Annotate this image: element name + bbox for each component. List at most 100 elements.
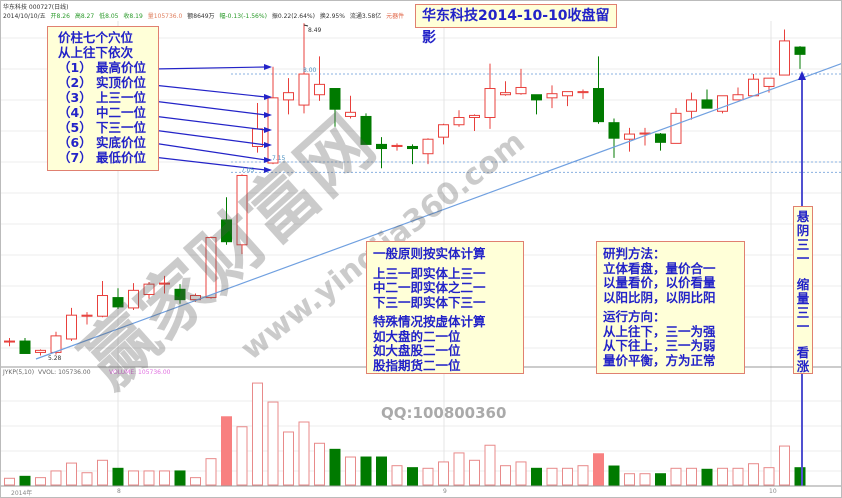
volume-bar <box>360 456 372 486</box>
candle-body <box>314 83 325 96</box>
arrow-line <box>152 66 267 70</box>
volume-bar <box>267 401 279 486</box>
vertical-char: 阴 <box>796 223 810 238</box>
vertical-char: 量 <box>796 291 810 306</box>
candle-body <box>546 93 558 99</box>
volume-bar <box>236 426 248 486</box>
candle-body <box>748 78 759 97</box>
arrow-head <box>264 64 272 70</box>
label-715: 7.15 <box>272 155 286 162</box>
quote-open: 开8.26 <box>50 13 70 20</box>
arrow-head <box>264 112 272 118</box>
volume-bar <box>531 467 542 486</box>
candle-body <box>453 116 465 126</box>
volume-bar <box>639 473 651 486</box>
volume-bar <box>283 431 294 486</box>
arrow-line <box>152 115 267 131</box>
volume-bar <box>345 456 356 486</box>
vertical-char: 一 <box>796 251 810 266</box>
quote-date: 2014/10/10/五 <box>3 13 46 20</box>
volume-bars <box>4 382 806 486</box>
volume-bar <box>112 467 124 486</box>
box-line: （6） 实底价位 <box>58 135 147 150</box>
candle-body <box>655 133 666 143</box>
box-line: 一般原则按实体计算 <box>373 246 486 261</box>
arrow-head <box>264 157 272 163</box>
candle-body <box>422 138 434 155</box>
volume-bar <box>562 467 573 486</box>
candle-body <box>143 283 155 295</box>
candles <box>4 23 806 356</box>
x-tick-9: 9 <box>443 488 447 495</box>
trendline <box>35 63 841 360</box>
box-line: 如大盘股二一位 <box>373 343 461 358</box>
box-line: 从上往下，三一为强 <box>603 323 716 339</box>
volume-vvol: VVOL: 105736.00 <box>38 369 91 376</box>
qq-contact: QQ:100800360 <box>381 404 507 422</box>
vertical-note-box: 悬 阴 三 一 缩 量 三 一 看 涨 <box>793 206 813 374</box>
box-line: 研判方法： <box>603 246 666 261</box>
candle-body <box>484 88 496 118</box>
volume-bar <box>763 467 775 486</box>
volume-bar <box>391 465 403 486</box>
candle-body <box>4 340 15 343</box>
vertical-char: 一 <box>796 319 810 334</box>
candle-body <box>763 77 775 87</box>
label-705: 7.05 <box>241 167 255 174</box>
quote-amplitude: 振0.22(2.64%) <box>271 13 315 20</box>
volume-bar <box>593 453 604 486</box>
label-high: 8.49 <box>308 27 322 34</box>
candle-body <box>298 73 310 106</box>
volume-bar <box>205 458 217 486</box>
box-line: 立体看盘，量价合一 <box>603 260 716 276</box>
volume-bar <box>686 467 697 486</box>
high-marker <box>303 24 309 27</box>
box-line: 量价平衡，方为正常 <box>603 352 716 368</box>
volume-bar <box>314 442 325 486</box>
candle-body <box>360 115 372 145</box>
box-line: 运行方向： <box>603 309 666 324</box>
box-line: （3） 上三一位 <box>58 90 147 105</box>
arrow-head <box>264 94 272 100</box>
chart-title: 华东科技2014-10-10收盘留影 <box>415 4 617 46</box>
volume-bar <box>298 421 310 486</box>
candle-body <box>283 92 294 101</box>
seven-positions-box: 价柱七个穴位 从上往下依次 （1） 最高价位 （2） 实顶价位 （3） 上三一位… <box>47 26 159 171</box>
volume-bar <box>252 382 263 486</box>
candle-body <box>717 95 728 112</box>
candle-body <box>190 295 201 301</box>
candle-body <box>19 340 31 354</box>
candle-body <box>205 237 217 299</box>
candle-body <box>732 94 744 101</box>
vertical-char: 三 <box>796 237 810 252</box>
candle-body <box>81 314 93 317</box>
volume-bar <box>779 445 790 486</box>
box-line: 以量看价，以价看量 <box>603 275 716 290</box>
quote-turnover: 换2.95% <box>319 13 345 20</box>
arrow-line <box>152 84 267 98</box>
volume-bar <box>453 452 465 486</box>
volume-bar <box>484 444 496 486</box>
x-tick-10: 10 <box>769 488 777 495</box>
candle-body <box>670 112 682 144</box>
volume-value: VOLUME: 105736.00 <box>109 369 171 376</box>
candle-body <box>608 122 620 139</box>
quote-low: 低8.05 <box>99 13 119 20</box>
candle-body <box>221 219 232 243</box>
box-line: 下三一即实体下三一 <box>373 294 486 310</box>
volume-bar <box>732 467 744 486</box>
volume-bar <box>438 461 449 486</box>
candle-body <box>794 46 806 55</box>
vertical-char: 三 <box>796 305 810 320</box>
x-tick-2014: 2014年 <box>11 490 33 497</box>
x-tick-8: 8 <box>117 488 121 495</box>
candle-body <box>562 91 573 97</box>
volume-bar <box>128 470 139 486</box>
label-low: 5.28 <box>48 355 62 362</box>
arrow-line <box>152 100 267 116</box>
candle-body <box>128 289 139 309</box>
quote-amount: 额8649万 <box>187 13 215 20</box>
analysis-method-box: 研判方法： 立体看盘，量价合一 以量看价，以价看量 以阳比阴，以阴比阳 运行方向… <box>596 241 745 374</box>
volume-bar <box>376 456 387 486</box>
